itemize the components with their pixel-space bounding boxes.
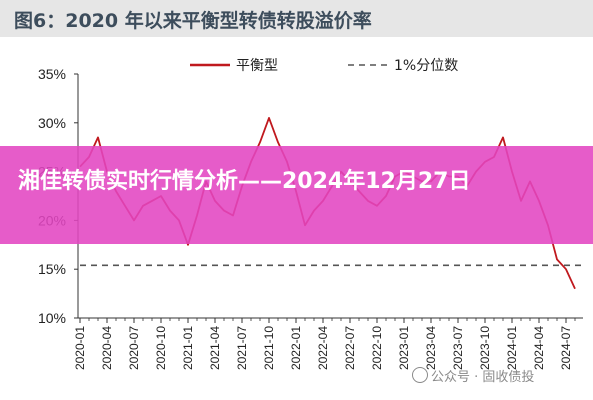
x-tick-label: 2023-10 [478, 326, 492, 370]
x-tick-label: 2022-04 [316, 326, 330, 370]
watermark-text: 公众号 · 固收债投 [431, 370, 535, 385]
title-banner: 湘佳转债实时行情分析——2024年12月27日 [0, 146, 593, 244]
x-tick-label: 2022-01 [289, 326, 303, 370]
x-tick-label: 2024-01 [505, 326, 519, 370]
x-tick-label: 2024-04 [532, 326, 546, 370]
x-tick-label: 2020-07 [127, 326, 141, 370]
legend-label-1: 1%分位数 [394, 58, 458, 74]
x-tick-label: 2023-04 [424, 326, 438, 370]
x-tick-label: 2020-04 [100, 326, 114, 370]
y-tick-label: 30% [38, 115, 66, 131]
y-tick-label: 35% [38, 66, 66, 82]
x-tick-label: 2024-07 [559, 326, 573, 370]
x-tick-label: 2021-01 [181, 326, 195, 370]
y-tick-label: 10% [38, 310, 66, 326]
x-tick-label: 2023-07 [451, 326, 465, 370]
x-tick-label: 2023-01 [397, 326, 411, 370]
x-tick-label: 2020-10 [154, 326, 168, 370]
x-tick-label: 2021-04 [208, 326, 222, 370]
x-tick-label: 2021-07 [235, 326, 249, 370]
chart-legend: 平衡型 1%分位数 [190, 58, 458, 74]
figure-header: 图6：2020 年以来平衡型转债转股溢价率 [0, 0, 593, 37]
y-tick-label: 15% [38, 261, 66, 277]
x-tick-label: 2022-07 [343, 326, 357, 370]
watermark: 公众号 · 固收债投 [412, 366, 534, 385]
x-tick-label: 2022-10 [370, 326, 384, 370]
wechat-icon [412, 367, 428, 383]
x-tick-label: 2021-10 [262, 326, 276, 370]
figure-title: 图6：2020 年以来平衡型转债转股溢价率 [14, 10, 372, 32]
banner-title: 湘佳转债实时行情分析——2024年12月27日 [18, 169, 471, 194]
x-tick-label: 2020-01 [73, 326, 87, 370]
legend-label-0: 平衡型 [236, 58, 278, 74]
